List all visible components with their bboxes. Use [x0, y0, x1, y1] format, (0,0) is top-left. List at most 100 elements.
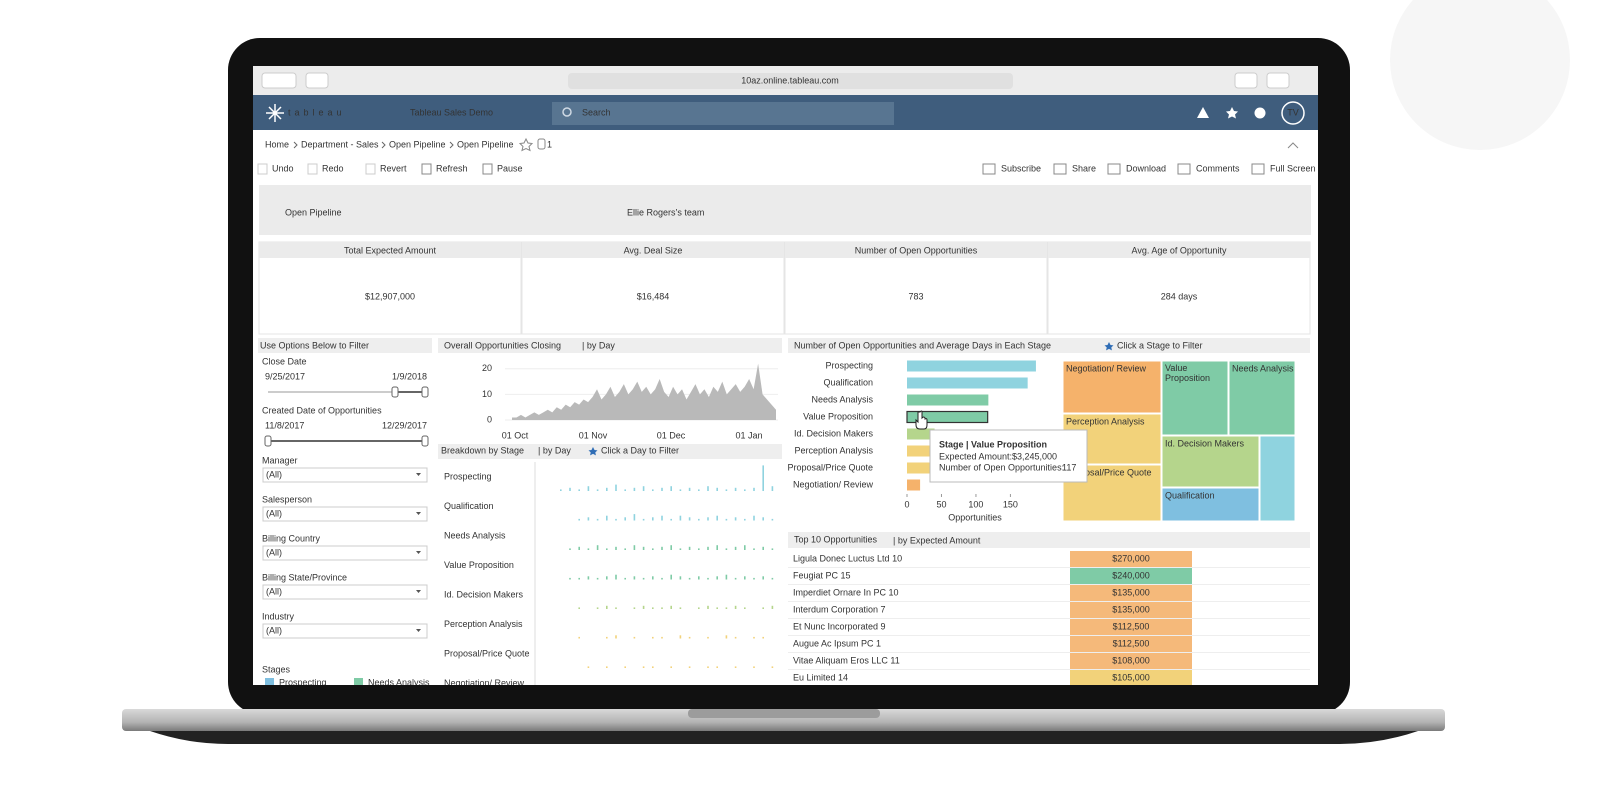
filter-label: Created Date of Opportunities: [262, 405, 382, 415]
toolbar-button[interactable]: Subscribe: [1001, 163, 1041, 173]
row-name[interactable]: Et Nunc Incorporated 9: [793, 621, 886, 631]
tooltip-value: $3,245,000: [1012, 451, 1057, 461]
spike: [661, 636, 663, 639]
spike: [633, 487, 636, 491]
spike: [753, 666, 755, 668]
spike: [642, 486, 645, 491]
row-name[interactable]: Feugiat PC 15: [793, 570, 851, 580]
bar[interactable]: [907, 394, 989, 406]
dropdown-value: (All): [266, 586, 282, 596]
spike: [578, 607, 580, 609]
toolbar-button[interactable]: Comments: [1196, 163, 1240, 173]
row-name[interactable]: Augue Ac Ipsum PC 1: [793, 638, 881, 648]
spike: [679, 607, 682, 609]
slider-handle[interactable]: [421, 435, 429, 447]
spike: [652, 636, 654, 639]
dropdown[interactable]: [262, 467, 428, 483]
slider-handle[interactable]: [391, 386, 399, 398]
row-label: Perception Analysis: [444, 619, 523, 629]
dropdown[interactable]: [262, 506, 428, 522]
toolbar-button[interactable]: Download: [1126, 163, 1166, 173]
row-name[interactable]: Interdum Corporation 7: [793, 604, 886, 614]
row-name[interactable]: Imperdiet Ornare In PC 10: [793, 587, 899, 597]
bar[interactable]: [907, 479, 921, 491]
bar[interactable]: [906, 410, 989, 424]
spike: [642, 605, 645, 609]
breadcrumb-item[interactable]: Home: [265, 139, 289, 149]
site-name[interactable]: Tableau Sales Demo: [410, 107, 493, 117]
x-tick-label: 01 Oct: [502, 430, 529, 440]
spike: [624, 666, 626, 668]
row-name[interactable]: Ligula Donec Luctus Ltd 10: [793, 553, 902, 563]
panel-title: Use Options Below to Filter: [260, 340, 369, 350]
toolbar-button[interactable]: Revert: [380, 163, 407, 173]
dropdown[interactable]: [262, 545, 428, 561]
slider-handle[interactable]: [421, 386, 429, 398]
y-tick-label: 10: [482, 389, 492, 399]
spike: [771, 518, 774, 521]
spike: [652, 517, 654, 521]
panel-subtitle: | by Expected Amount: [893, 535, 981, 545]
spike: [670, 486, 672, 491]
dropdown-arrow: [416, 590, 421, 593]
spike: [753, 548, 755, 550]
spike: [734, 636, 737, 639]
kpi-header: [1048, 242, 1310, 258]
bar[interactable]: [907, 377, 1028, 389]
dropdown[interactable]: [262, 584, 428, 600]
row-label: Needs Analysis: [444, 530, 506, 540]
treemap-cell[interactable]: [1062, 464, 1162, 522]
breadcrumb-item[interactable]: Open Pipeline: [389, 139, 446, 149]
treemap-cell[interactable]: [1161, 360, 1229, 436]
row-name[interactable]: Eu Limited 14: [793, 672, 848, 682]
bar[interactable]: [907, 360, 1036, 372]
treemap-cell[interactable]: [1062, 360, 1162, 414]
row-label: Value Proposition: [444, 560, 514, 570]
spike: [725, 574, 728, 580]
views-count: 1: [547, 139, 552, 149]
hint[interactable]: Click a Stage to Filter: [1117, 340, 1203, 350]
spike: [698, 607, 700, 609]
bar[interactable]: [907, 445, 930, 457]
breadcrumb-item[interactable]: Department - Sales: [301, 139, 379, 149]
treemap-cell[interactable]: [1228, 360, 1296, 436]
bar[interactable]: [907, 428, 935, 440]
filter-label: Billing State/Province: [262, 572, 347, 582]
laptop-base-shadow: [150, 731, 1418, 744]
treemap-cell[interactable]: [1161, 435, 1260, 488]
spike: [587, 666, 590, 668]
toolbar-button[interactable]: Full Screen: [1270, 163, 1316, 173]
toolbar-icon: [1053, 163, 1067, 175]
toolbar-button[interactable]: Refresh: [436, 163, 468, 173]
user-initials[interactable]: TV: [1287, 107, 1299, 117]
spike: [670, 574, 672, 580]
spike: [606, 666, 608, 668]
x-axis-label: Opportunities: [948, 512, 1002, 522]
spike: [762, 465, 764, 491]
toolbar-button[interactable]: Pause: [497, 163, 523, 173]
search-placeholder[interactable]: Search: [582, 107, 611, 117]
hint[interactable]: Click a Day to Filter: [601, 445, 679, 455]
spike: [670, 605, 672, 609]
spike: [679, 635, 682, 639]
spike: [698, 548, 700, 550]
bar[interactable]: [907, 462, 930, 474]
slider-handle[interactable]: [264, 435, 272, 447]
spike: [762, 636, 764, 639]
row-name[interactable]: Vitae Aliquam Eros LLC 11: [793, 655, 900, 665]
toolbar-icon: [307, 163, 318, 175]
toolbar-button[interactable]: Redo: [322, 163, 344, 173]
toolbar-button[interactable]: Share: [1072, 163, 1096, 173]
filter-label: Salesperson: [262, 494, 312, 504]
dropdown[interactable]: [262, 623, 428, 639]
toolbar-button[interactable]: Undo: [272, 163, 294, 173]
spike: [771, 605, 774, 609]
spike: [615, 635, 617, 639]
row-label: Prospecting: [444, 471, 492, 481]
spike: [633, 576, 636, 580]
treemap-label: Negotiation/ Review: [1066, 363, 1147, 373]
treemap-cell[interactable]: [1161, 487, 1260, 522]
spike: [624, 489, 626, 491]
spike: [624, 577, 626, 580]
toolbar-icon: [1251, 163, 1265, 175]
